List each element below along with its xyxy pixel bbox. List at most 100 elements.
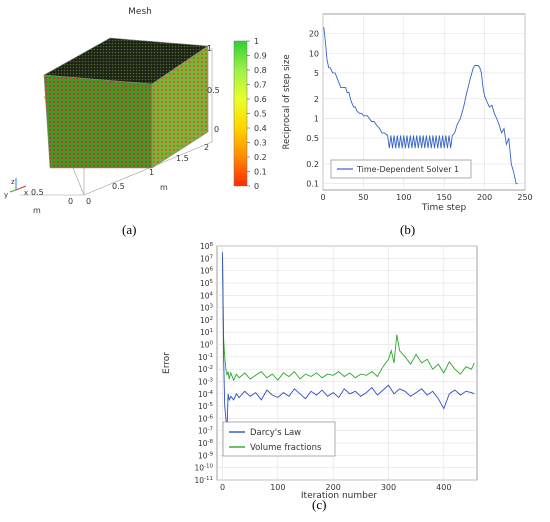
series-line	[222, 252, 475, 431]
y-tick-mantissa: 10	[198, 365, 208, 374]
y-tick-mantissa: 10	[198, 451, 208, 460]
y-tick-exponent: -5	[208, 402, 214, 408]
x-tick-label: 0.5	[112, 182, 125, 191]
x-tick-label: 250	[517, 193, 532, 202]
colorbar-tick-label: 0.5	[254, 110, 267, 119]
y-tick-mantissa: 10	[200, 279, 210, 288]
y-tick-exponent: -6	[208, 414, 214, 420]
y-tick-label: 105	[200, 279, 214, 288]
mesh-chart: Mesh 1 0.5 0 0 0.5 1 1.5 2 m 0 0.5 m	[4, 7, 267, 215]
y-tick-mantissa: 10	[198, 402, 208, 411]
y-tick-label: 10-4	[198, 390, 214, 399]
y-tick-label: 103	[200, 304, 214, 313]
axis-triad-icon: z y x	[4, 178, 28, 199]
triad-x: x	[24, 189, 28, 197]
colorbar-tick-label: 0	[254, 182, 259, 191]
y-tick-label: 10-2	[198, 365, 213, 374]
y-tick-label: 0	[68, 197, 73, 206]
y-axis-label: Reciprocal of step size	[282, 54, 292, 149]
y-tick-label: 10-7	[198, 427, 214, 436]
y-tick-label: 0.1	[306, 180, 319, 189]
y-tick-exponent: -2	[208, 365, 213, 371]
chart-title: Mesh	[128, 7, 152, 17]
y-tick-label: 104	[200, 291, 214, 300]
y-tick-mantissa: 10	[198, 353, 208, 362]
panel-c: 0 100 200 300 400 108 107 106 105 104 103 102 101 100…	[155, 240, 485, 517]
y-tick-label: 10-3	[198, 377, 214, 386]
y-tick-exponent: -10	[204, 464, 213, 470]
y-tick-mantissa: 10	[200, 242, 210, 251]
y-tick-mantissa: 10	[198, 427, 208, 436]
legend-label: Darcy's Law	[250, 428, 301, 438]
y-tick-mantissa: 10	[198, 390, 208, 399]
series-line	[222, 258, 475, 382]
x-axis-label: m	[160, 183, 168, 192]
y-tick-exponent: 4	[210, 291, 214, 297]
x-tick-label: 200	[477, 193, 492, 202]
y-axis-label: Error	[162, 352, 172, 374]
legend-label: Volume fractions	[250, 443, 322, 453]
caption-a: (a)	[122, 222, 137, 237]
y-axis-label: m	[33, 206, 41, 215]
x-tick-label: 100	[396, 193, 411, 202]
y-tick-label: 100	[200, 341, 214, 350]
y-tick-label: 0.2	[306, 160, 319, 169]
y-tick-label: 10-6	[198, 414, 214, 423]
y-tick-mantissa: 10	[200, 304, 210, 313]
y-tick-exponent: -3	[208, 377, 214, 383]
colorbar-tick-label: 0.6	[254, 95, 267, 104]
y-tick-exponent: -7	[208, 427, 214, 433]
y-tick-label: 10-1	[198, 353, 213, 362]
y-tick-label: 101	[200, 328, 213, 337]
y-tick-exponent: 8	[210, 242, 214, 248]
y-tick-mantissa: 10	[194, 464, 204, 473]
colorbar-ticks: 1 0.9 0.8 0.7 0.6 0.5 0.4 0.3 0.2 0.1 0	[247, 37, 267, 191]
x-tick-label: 200	[326, 483, 341, 492]
y-tick-mantissa: 10	[198, 414, 208, 423]
error-chart: 0 100 200 300 400108107106105104103102101100…	[162, 242, 478, 501]
y-tick-label: 10-11	[194, 476, 213, 485]
y-tick-mantissa: 10	[200, 341, 210, 350]
caption-b: (b)	[400, 222, 416, 237]
y-tick-exponent: 2	[210, 316, 214, 322]
colorbar-tick-label: 0.7	[254, 81, 267, 90]
y-tick-mantissa: 10	[194, 476, 204, 485]
y-tick-label: 5	[314, 69, 319, 78]
y-tick-exponent: -8	[208, 439, 214, 445]
y-tick-label: 10-10	[194, 464, 213, 473]
triad-y: y	[4, 191, 8, 199]
y-tick-label: 107	[200, 254, 214, 263]
mesh-box-side	[151, 45, 209, 169]
colorbar-tick-label: 0.2	[254, 153, 267, 162]
y-tick-label: 10-8	[198, 439, 214, 448]
x-axis-label: Time step	[421, 203, 467, 213]
y-tick-mantissa: 10	[198, 377, 208, 386]
panel-a: Mesh 1 0.5 0 0 0.5 1 1.5 2 m 0 0.5 m	[0, 0, 275, 240]
series-line	[323, 27, 518, 185]
y-tick-mantissa: 10	[200, 267, 210, 276]
y-tick-exponent: -11	[204, 476, 213, 482]
y-tick-exponent: 6	[210, 267, 214, 273]
y-tick-mantissa: 10	[200, 254, 210, 263]
y-tick-mantissa: 10	[200, 328, 210, 337]
y-tick-label: 106	[200, 267, 214, 276]
y-tick-exponent: 1	[210, 328, 214, 334]
y-tick-exponent: -4	[208, 390, 214, 396]
y-tick-exponent: -1	[208, 353, 213, 359]
y-tick-mantissa: 10	[200, 291, 210, 300]
mesh-box-front	[43, 74, 153, 169]
z-tick-label: 1	[207, 44, 212, 53]
y-tick-exponent: 3	[210, 304, 214, 310]
y-tick-exponent: 7	[210, 254, 214, 260]
x-tick-label: 0	[220, 483, 225, 492]
panel-b: 0 50 100 150 200 250 20 10 5 2 1 0.5 0.2 0.1 Time step…	[275, 0, 550, 240]
legend-box	[330, 159, 472, 179]
y-tick-label: 2	[314, 95, 319, 104]
step-size-chart: 0 50 100 150 200 250 20 10 5 2 1 0.5 0.2 0.1 Time step…	[282, 13, 533, 213]
y-tick-label: 10-9	[198, 451, 214, 460]
legend-box	[222, 421, 336, 457]
x-tick-label: 50	[358, 193, 368, 202]
x-tick-label: 2	[204, 143, 209, 152]
colorbar	[233, 40, 248, 187]
y-tick-mantissa: 10	[198, 439, 208, 448]
